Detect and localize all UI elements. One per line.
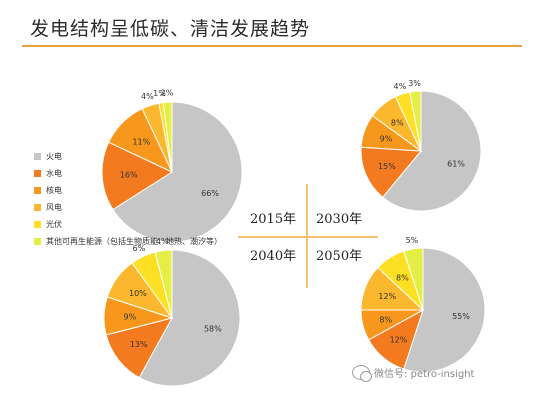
pie-data-label: 2%	[161, 88, 174, 97]
pie-data-label: 61%	[447, 160, 465, 169]
legend-swatch	[34, 204, 41, 211]
year-label-2050: 2050年	[316, 249, 363, 264]
pie-slice	[138, 249, 241, 387]
legend-item: 其他可再生能源（包括生物质能、地热、潮汐等）	[34, 233, 222, 250]
pie-slice	[382, 90, 482, 212]
legend-item: 光伏	[34, 216, 222, 233]
legend-label: 光伏	[46, 220, 62, 229]
watermark: 微信号: petro-insight	[352, 365, 475, 382]
legend-swatch	[34, 170, 41, 177]
pie-slice	[154, 249, 173, 319]
legend-label: 风电	[46, 203, 62, 212]
year-label-2040: 2040年	[250, 249, 297, 264]
pie-slice	[162, 101, 173, 173]
pie-data-label: 4%	[141, 92, 154, 101]
legend-swatch	[34, 187, 41, 194]
legend-label: 其他可再生能源（包括生物质能、地热、潮汐等）	[46, 237, 222, 246]
pie-slice	[403, 247, 486, 373]
pie-data-label: 15%	[378, 162, 396, 171]
legend-swatch	[34, 221, 41, 228]
year-label-2015: 2015年	[250, 212, 297, 227]
pie-data-label: 4%	[394, 82, 407, 91]
pie-data-label: 13%	[130, 340, 148, 349]
pie-data-label: 5%	[406, 236, 419, 245]
title-underline	[22, 45, 522, 47]
pie-slice	[112, 101, 243, 243]
pie-data-label: 8%	[396, 274, 409, 283]
pie-data-label: 3%	[408, 79, 421, 88]
pie-data-label: 10%	[129, 289, 147, 298]
watermark-text: 微信号: petro-insight	[374, 369, 475, 380]
pie-data-label: 8%	[391, 118, 404, 127]
pie-data-label: 12%	[378, 292, 396, 301]
pie-slice	[101, 141, 174, 211]
pie-data-label: 66%	[201, 189, 219, 198]
year-divider-horizontal	[238, 236, 378, 238]
pie-data-label: 6%	[133, 244, 146, 253]
pie-data-label: 11%	[132, 137, 150, 146]
chart-legend: 火电水电核电风电光伏其他可再生能源（包括生物质能、地热、潮汐等）	[34, 148, 222, 250]
legend-item: 核电	[34, 182, 222, 199]
pie-data-label: 9%	[124, 313, 137, 322]
pie-slice	[360, 146, 423, 198]
pie-data-label: 1%	[153, 89, 166, 98]
pie-data-label: 58%	[204, 324, 222, 333]
legend-item: 风电	[34, 199, 222, 216]
legend-item: 火电	[34, 148, 222, 165]
legend-item: 水电	[34, 165, 222, 182]
legend-label: 核电	[46, 186, 62, 195]
pie-data-label: 4%	[156, 237, 169, 246]
year-label-2030: 2030年	[316, 212, 363, 227]
pie-data-label: 8%	[379, 316, 392, 325]
pie-data-label: 12%	[390, 336, 408, 345]
pie-slice	[105, 317, 173, 379]
legend-label: 火电	[46, 152, 62, 161]
pie-data-label: 16%	[120, 171, 138, 180]
legend-swatch	[34, 238, 41, 245]
legend-label: 水电	[46, 169, 62, 178]
pie-data-label: 55%	[452, 312, 470, 321]
pie-data-label: 9%	[380, 134, 393, 143]
legend-swatch	[34, 153, 41, 160]
pie-slice	[409, 90, 422, 152]
pie-slice	[403, 247, 424, 311]
page-title: 发电结构呈低碳、清洁发展趋势	[30, 18, 311, 40]
wechat-icon	[352, 365, 372, 382]
year-divider-vertical	[306, 184, 308, 288]
